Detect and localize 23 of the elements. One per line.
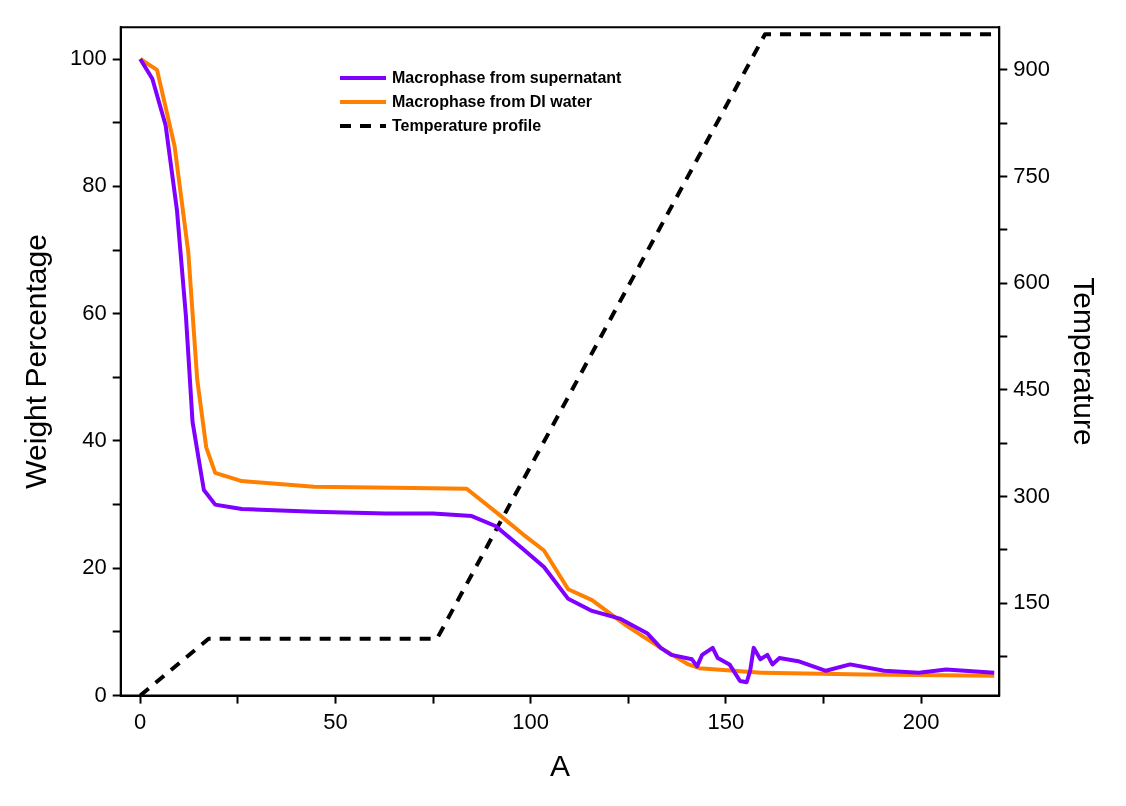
x-axis-title: A [549,749,571,783]
y2-tick-label: 600 [1013,269,1051,295]
y-tick-label: 60 [82,299,107,325]
legend-label: Macrophase from DI water [392,93,593,111]
legend-label: Temperature profile [392,117,542,135]
y-tick-label: 0 [94,681,107,707]
x-tick-label: 150 [707,708,745,734]
y-tick-label: 40 [82,427,107,453]
legend-label: Macrophase from supernatant [392,69,622,87]
y2-tick-label: 300 [1013,482,1051,508]
y2-axis-title: Temperature [1067,277,1101,446]
x-tick-label: 100 [512,708,550,734]
y2-tick-label: 900 [1013,55,1051,81]
x-tick-label: 50 [323,708,348,734]
y-tick-label: 80 [82,172,107,198]
y2-tick-label: 750 [1013,162,1051,188]
y2-tick-label: 450 [1013,375,1051,401]
y2-tick-label: 150 [1013,589,1051,615]
y-tick-label: 100 [69,45,107,71]
y-axis-title: Weight Percentage [19,234,53,489]
x-tick-label: 0 [134,708,147,734]
y-tick-label: 20 [82,554,107,580]
x-tick-label: 200 [902,708,940,734]
